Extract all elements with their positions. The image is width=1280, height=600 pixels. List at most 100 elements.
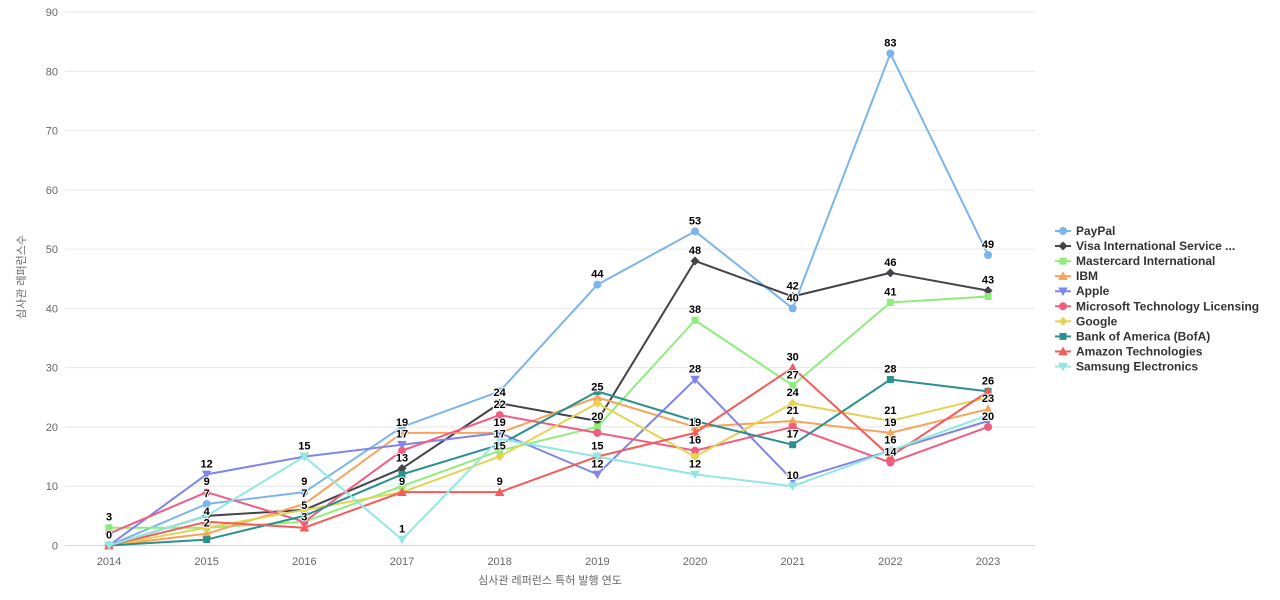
legend-item-amazon-technologies[interactable]: Amazon Technologies <box>1055 344 1203 358</box>
data-point[interactable] <box>593 428 602 437</box>
data-point[interactable] <box>885 428 896 437</box>
series-line[interactable] <box>108 259 990 547</box>
data-point[interactable] <box>202 500 211 509</box>
y-tick-label: 50 <box>46 244 58 256</box>
data-point[interactable] <box>593 423 601 431</box>
data-point[interactable] <box>593 280 602 289</box>
data-point[interactable] <box>886 298 894 306</box>
data-point-label: 3 <box>301 512 307 524</box>
data-point[interactable] <box>201 516 212 526</box>
data-point[interactable] <box>202 488 211 497</box>
data-point[interactable] <box>983 286 993 296</box>
data-point[interactable] <box>886 376 894 384</box>
legend-item-mastercard-international[interactable]: Mastercard International <box>1055 254 1215 268</box>
data-point[interactable] <box>300 512 308 520</box>
data-point[interactable] <box>983 411 993 420</box>
data-point[interactable] <box>691 316 699 324</box>
data-point[interactable] <box>105 529 113 538</box>
legend-item-microsoft-technology-licensing[interactable]: Microsoft Technology Licensing <box>1055 299 1259 313</box>
data-point[interactable] <box>886 49 895 58</box>
data-point[interactable] <box>885 451 896 461</box>
data-point[interactable] <box>788 304 797 313</box>
data-point[interactable] <box>788 398 798 408</box>
data-point[interactable] <box>691 417 699 425</box>
data-point[interactable] <box>299 505 309 515</box>
data-point[interactable] <box>886 458 895 467</box>
data-point[interactable] <box>398 446 407 455</box>
data-point[interactable] <box>495 387 504 396</box>
data-point[interactable] <box>690 375 700 385</box>
data-point[interactable] <box>398 482 406 490</box>
data-point[interactable] <box>201 512 212 521</box>
legend-item-ibm[interactable]: IBM <box>1055 269 1098 283</box>
data-point[interactable] <box>787 362 798 372</box>
data-point[interactable] <box>495 411 504 420</box>
data-point[interactable] <box>300 517 309 526</box>
data-point[interactable] <box>592 392 603 402</box>
data-point[interactable] <box>691 227 700 236</box>
data-point[interactable] <box>105 524 113 532</box>
data-point[interactable] <box>494 429 505 438</box>
data-point[interactable] <box>397 463 407 473</box>
data-point[interactable] <box>299 522 310 532</box>
data-point[interactable] <box>299 452 310 462</box>
data-point[interactable] <box>397 440 407 450</box>
series-line[interactable] <box>108 378 990 547</box>
data-point[interactable] <box>496 441 504 449</box>
data-point[interactable] <box>397 487 407 496</box>
data-point[interactable] <box>690 452 700 462</box>
data-point[interactable] <box>494 435 505 444</box>
legend-item-apple[interactable]: Apple <box>1055 284 1110 298</box>
data-point[interactable] <box>593 387 601 395</box>
legend-item-samsung-electronics[interactable]: Samsung Electronics <box>1055 360 1198 374</box>
data-point[interactable] <box>788 422 797 431</box>
data-point[interactable] <box>885 416 895 426</box>
data-point[interactable] <box>592 470 603 480</box>
legend-item-bank-of-america-bofa-[interactable]: Bank of America (BofA) <box>1055 329 1210 343</box>
data-point[interactable] <box>787 482 798 492</box>
data-point[interactable] <box>789 381 797 389</box>
data-point[interactable] <box>495 398 505 408</box>
series-line[interactable] <box>108 52 990 547</box>
data-point[interactable] <box>299 499 310 508</box>
data-point[interactable] <box>495 452 505 462</box>
data-point[interactable] <box>983 386 993 396</box>
data-point[interactable] <box>885 446 896 456</box>
legend-item-google[interactable]: Google <box>1055 314 1118 328</box>
data-point[interactable] <box>592 452 603 462</box>
data-point[interactable] <box>104 541 114 551</box>
data-point[interactable] <box>789 441 797 449</box>
data-point[interactable] <box>691 446 700 455</box>
data-point[interactable] <box>885 268 895 278</box>
data-point[interactable] <box>983 417 993 426</box>
data-point[interactable] <box>201 470 212 480</box>
data-point[interactable] <box>201 528 212 538</box>
data-point-label: 5 <box>301 500 307 512</box>
data-point[interactable] <box>690 470 700 480</box>
data-point[interactable] <box>984 293 992 301</box>
data-point[interactable] <box>984 422 993 431</box>
data-point[interactable] <box>690 256 700 266</box>
legend-item-paypal[interactable]: PayPal <box>1055 224 1115 238</box>
data-point[interactable] <box>690 428 700 437</box>
data-point[interactable] <box>300 488 309 497</box>
series-line[interactable] <box>108 366 990 547</box>
data-point[interactable] <box>397 535 407 545</box>
data-point[interactable] <box>397 428 407 437</box>
data-point[interactable] <box>787 476 798 486</box>
data-point[interactable] <box>398 422 407 431</box>
data-point[interactable] <box>983 404 993 413</box>
data-point[interactable] <box>690 422 700 431</box>
data-point[interactable] <box>787 416 798 425</box>
series-line[interactable] <box>108 414 990 547</box>
data-point-label: 13 <box>396 452 408 464</box>
data-point[interactable] <box>788 292 798 302</box>
data-point[interactable] <box>398 470 406 478</box>
data-point[interactable] <box>203 536 211 544</box>
data-point[interactable] <box>984 251 993 260</box>
series-line[interactable] <box>108 414 990 535</box>
legend-item-visa-international-service-[interactable]: Visa International Service ... <box>1055 239 1235 253</box>
data-point[interactable] <box>592 398 602 408</box>
data-point[interactable] <box>496 447 504 455</box>
data-point[interactable] <box>494 487 505 496</box>
